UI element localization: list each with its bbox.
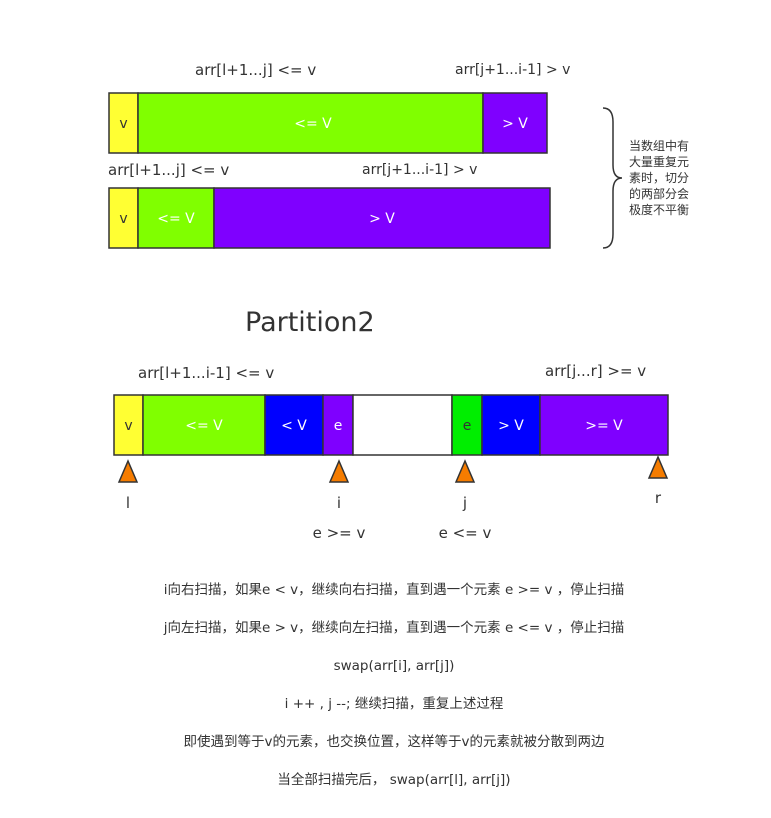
row2-bar: v <= V > V	[108, 187, 551, 249]
pointer-i-label: i	[337, 494, 341, 512]
p2-seg-gt	[481, 394, 541, 456]
p2-bar: v <= V < V e e > V >= V	[113, 394, 669, 456]
p2-seg-lt-label: < V	[281, 418, 307, 434]
row1-seg-le	[137, 92, 484, 154]
notes: i向右扫描，如果e < v，继续向右扫描，直到遇一个元素 e >= v ，停止扫…	[163, 581, 625, 788]
pointer-r: r	[647, 455, 669, 507]
side-note: 当数组中有 大量重复元 素时，切分 的两部分会 极度不平衡	[629, 138, 689, 217]
note-line: 当全部扫描完后， swap(arr[l], arr[j])	[277, 771, 510, 788]
p2-seg-ge	[539, 394, 669, 456]
p2-label-left: arr[l+1...i-1] <= v	[138, 364, 274, 382]
p2-label-right: arr[j...r] >= v	[545, 362, 646, 380]
p2-seg-unscanned	[352, 394, 453, 456]
side-note-line: 的两部分会	[629, 186, 689, 201]
p2-seg-ge-label: >= V	[585, 418, 623, 434]
pointer-i-triangle-icon	[328, 459, 350, 483]
row2-seg-le	[137, 187, 215, 249]
note-line: i ++ , j --; 继续扫描，重复上述过程	[285, 695, 504, 712]
note-line: 即使遇到等于v的元素，也交换位置，这样等于v的元素就被分散到两边	[184, 733, 605, 750]
row1-bar: v <= V > V	[108, 92, 548, 154]
row2-seg-gt-label: > V	[369, 211, 395, 227]
row2-label-left: arr[l+1...j] <= v	[108, 161, 229, 179]
row2-label-right: arr[j+1...i-1] > v	[362, 162, 477, 178]
note-line: j向左扫描，如果e > v，继续向左扫描，直到遇一个元素 e <= v ，停止扫…	[163, 619, 625, 636]
pointer-j: j	[454, 459, 476, 512]
pointer-j-triangle-icon	[454, 459, 476, 483]
pointer-i: i	[328, 459, 350, 512]
p2-seg-gt-label: > V	[498, 418, 524, 434]
curly-brace	[602, 107, 623, 249]
pointer-r-triangle-icon	[647, 455, 669, 479]
pointer-l: l	[117, 459, 139, 512]
p2-seg-e-left	[322, 394, 354, 456]
row1-seg-v	[108, 92, 139, 154]
p2-seg-le-label: <= V	[185, 418, 223, 434]
row1-seg-le-label: <= V	[294, 116, 332, 132]
p2-seg-lt	[264, 394, 324, 456]
cond-i: e >= v	[313, 524, 366, 542]
row1-seg-gt	[482, 92, 548, 154]
row2-seg-le-label: <= V	[157, 211, 195, 227]
row1-label-left: arr[l+1...j] <= v	[195, 61, 316, 79]
pointer-r-label: r	[655, 489, 662, 507]
note-line: swap(arr[i], arr[j])	[334, 658, 455, 674]
side-note-line: 极度不平衡	[629, 202, 689, 217]
p2-seg-le	[142, 394, 266, 456]
cond-j: e <= v	[439, 524, 492, 542]
row1-seg-v-label: v	[119, 116, 127, 132]
p2-seg-v-label: v	[124, 418, 132, 434]
side-note-line: 当数组中有	[629, 138, 689, 153]
note-line: i向右扫描，如果e < v，继续向右扫描，直到遇一个元素 e >= v ，停止扫…	[164, 581, 625, 598]
row2-seg-v-label: v	[119, 211, 127, 227]
row2-seg-gt	[213, 187, 551, 249]
partition2-title: Partition2	[245, 307, 375, 338]
p2-seg-e-left-label: e	[334, 418, 343, 434]
pointer-l-label: l	[126, 494, 130, 512]
side-note-line: 大量重复元	[629, 155, 689, 169]
row1-label-right: arr[j+1...i-1] > v	[455, 62, 570, 78]
pointer-l-triangle-icon	[117, 459, 139, 483]
pointer-j-label: j	[462, 494, 467, 512]
p2-seg-v	[113, 394, 144, 456]
p2-seg-e-right-label: e	[463, 418, 472, 434]
side-note-line: 素时，切分	[629, 171, 689, 185]
row1-seg-gt-label: > V	[502, 116, 528, 132]
